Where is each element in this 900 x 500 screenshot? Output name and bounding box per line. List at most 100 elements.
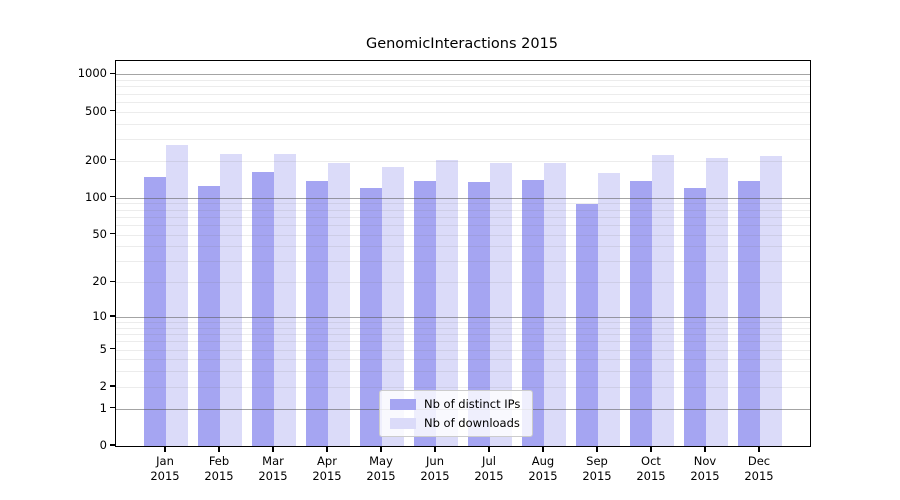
gridline-700 — [116, 93, 810, 95]
bars-layer — [116, 61, 810, 446]
gridline-800 — [116, 86, 810, 88]
y-tick-label-0: 0 — [99, 438, 107, 452]
gridline-600 — [116, 101, 810, 103]
y-tick-mark-0 — [110, 444, 115, 446]
y-tick-mark-2 — [110, 385, 115, 387]
plot-area: Nb of distinct IPs Nb of downloads — [115, 60, 811, 447]
legend-label-downloads: Nb of downloads — [424, 416, 520, 430]
y-tick-mark-1 — [110, 407, 115, 409]
x-tick-label-jul: Jul 2015 — [474, 454, 504, 483]
y-tick-mark-10 — [110, 315, 115, 317]
y-tick-label-1000: 1000 — [77, 66, 107, 81]
gridline-80 — [116, 209, 810, 211]
bar-nb-of-downloads-sep-2015 — [598, 173, 620, 446]
bar-nb-of-downloads-feb-2015 — [220, 153, 242, 446]
gridline-100 — [116, 197, 810, 199]
bar-nb-of-distinct-ips-mar-2015 — [252, 172, 274, 446]
gridline-70 — [116, 216, 810, 218]
y-tick-mark-200 — [110, 159, 115, 161]
x-tick-mark-oct — [650, 446, 652, 452]
gridline-60 — [116, 224, 810, 226]
x-tick-mark-apr — [326, 446, 328, 452]
bar-nb-of-downloads-oct-2015 — [652, 155, 674, 446]
x-tick-mark-jun — [434, 446, 436, 452]
x-tick-label-aug: Aug 2015 — [528, 454, 558, 483]
gridline-2 — [116, 386, 810, 388]
gridline-7 — [116, 334, 810, 336]
x-tick-label-feb: Feb 2015 — [204, 454, 234, 483]
legend-item-downloads: Nb of downloads — [390, 416, 520, 430]
gridline-400 — [116, 123, 810, 125]
y-tick-label-100: 100 — [85, 189, 107, 204]
x-tick-label-dec: Dec 2015 — [744, 454, 774, 483]
gridline-90 — [116, 203, 810, 205]
grid-layer — [116, 61, 810, 446]
gridline-1000 — [116, 74, 810, 76]
x-tick-label-may: May 2015 — [366, 454, 396, 483]
bar-nb-of-distinct-ips-jun-2015 — [414, 180, 436, 446]
gridline-900 — [116, 80, 810, 81]
y-tick-mark-20 — [110, 280, 115, 282]
bar-nb-of-distinct-ips-jan-2015 — [144, 176, 166, 446]
gridline-9 — [116, 322, 810, 324]
x-tick-label-jun: Jun 2015 — [420, 454, 450, 483]
x-tick-label-sep: Sep 2015 — [582, 454, 612, 483]
bar-nb-of-downloads-jul-2015 — [490, 162, 512, 446]
gridline-4 — [116, 359, 810, 361]
bar-nb-of-downloads-aug-2015 — [544, 163, 566, 446]
x-tick-label-mar: Mar 2015 — [258, 454, 288, 483]
gridline-200 — [116, 160, 810, 162]
gridline-5 — [116, 349, 810, 351]
y-tick-label-5: 5 — [99, 341, 107, 356]
y-tick-label-200: 200 — [85, 152, 107, 167]
y-tick-mark-5 — [110, 347, 115, 350]
x-tick-label-apr: Apr 2015 — [312, 454, 342, 483]
bar-nb-of-distinct-ips-jul-2015 — [468, 181, 490, 446]
legend: Nb of distinct IPs Nb of downloads — [379, 390, 534, 437]
x-tick-mark-feb — [218, 446, 220, 452]
y-tick-mark-100 — [110, 196, 115, 198]
gridline-50 — [116, 234, 810, 236]
bar-nb-of-downloads-apr-2015 — [328, 162, 350, 446]
bar-nb-of-distinct-ips-aug-2015 — [522, 179, 544, 446]
gridline-10 — [116, 317, 810, 318]
x-tick-mark-jan — [164, 446, 166, 452]
x-tick-mark-sep — [596, 446, 598, 452]
gridline-8 — [116, 327, 810, 329]
gridline-500 — [116, 111, 810, 113]
legend-label-distinct-ips: Nb of distinct IPs — [424, 397, 521, 411]
x-tick-mark-mar — [272, 446, 274, 452]
x-tick-mark-nov — [704, 446, 706, 452]
chart-title: GenomicInteractions 2015 — [365, 36, 559, 52]
y-tick-label-50: 50 — [92, 226, 107, 241]
bar-nb-of-downloads-may-2015 — [382, 166, 404, 446]
y-tick-mark-50 — [110, 232, 115, 235]
x-tick-mark-may — [380, 446, 382, 452]
x-tick-label-jan: Jan 2015 — [150, 454, 180, 483]
y-tick-label-1: 1 — [99, 400, 107, 415]
gridline-20 — [116, 282, 810, 284]
legend-swatch-distinct-ips-icon — [390, 398, 416, 410]
bar-nb-of-distinct-ips-apr-2015 — [306, 181, 328, 446]
x-tick-mark-aug — [542, 446, 544, 452]
y-tick-label-20: 20 — [92, 274, 107, 289]
bar-nb-of-downloads-mar-2015 — [274, 153, 296, 446]
y-tick-label-10: 10 — [92, 309, 107, 323]
bar-nb-of-downloads-dec-2015 — [760, 155, 782, 446]
bar-nb-of-distinct-ips-dec-2015 — [738, 180, 760, 446]
gridline-3 — [116, 371, 810, 373]
x-tick-mark-dec — [758, 446, 760, 452]
x-tick-label-nov: Nov 2015 — [690, 454, 720, 483]
bar-nb-of-distinct-ips-sep-2015 — [576, 203, 598, 446]
gridline-30 — [116, 261, 810, 263]
gridline-6 — [116, 341, 810, 343]
bar-nb-of-distinct-ips-feb-2015 — [198, 186, 220, 446]
y-tick-mark-500 — [110, 109, 115, 112]
bar-nb-of-downloads-nov-2015 — [706, 158, 728, 446]
x-tick-label-oct: Oct 2015 — [636, 454, 666, 483]
legend-item-distinct-ips: Nb of distinct IPs — [390, 397, 520, 411]
bar-nb-of-downloads-jan-2015 — [166, 145, 188, 446]
y-tick-label-2: 2 — [99, 378, 107, 393]
bar-nb-of-downloads-jun-2015 — [436, 160, 458, 446]
